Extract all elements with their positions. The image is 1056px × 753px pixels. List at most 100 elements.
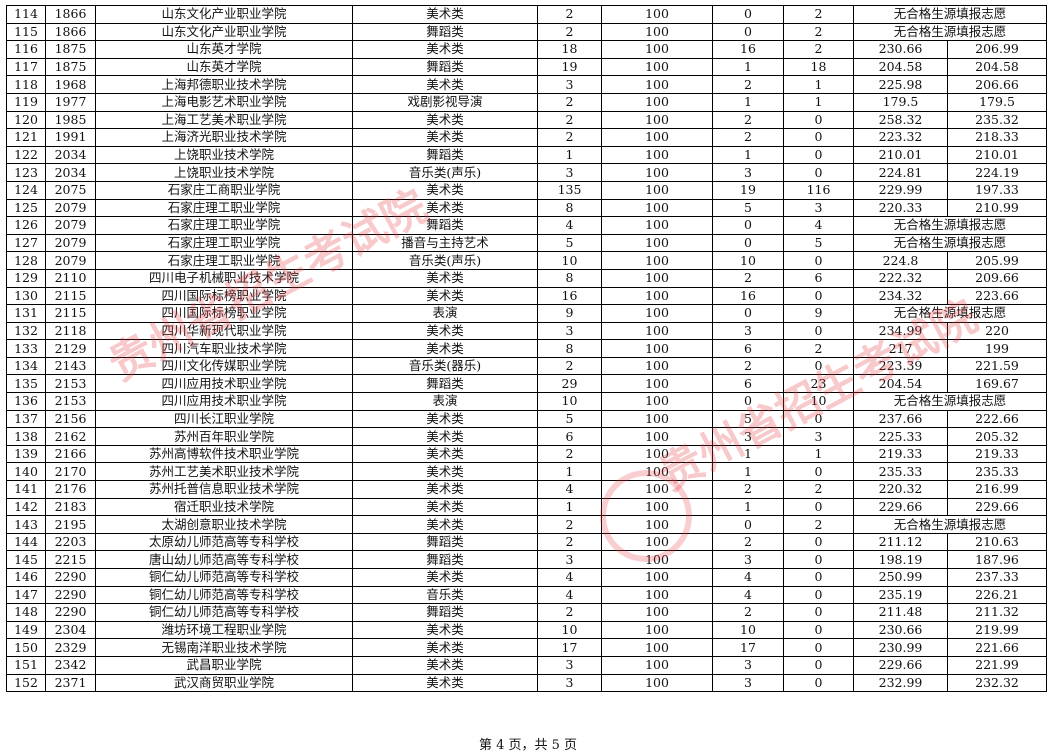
table-row: 118 1968 上海邦德职业技术学院 美术类 3 100 2 1 225.98 206.66	[6, 75, 1048, 94]
table-row: 122 2034 上饶职业技术学院 舞蹈类 1 100 1 0 210.01 210.01	[6, 145, 1048, 165]
category: 美术类	[352, 5, 538, 24]
ratio: 100	[601, 638, 713, 657]
remaining-count: 0	[783, 128, 854, 147]
row-number: 125	[6, 198, 46, 218]
plan-count: 2	[537, 110, 602, 130]
plan-count: 8	[537, 339, 602, 358]
row-number: 151	[6, 655, 46, 675]
school-code: 2079	[45, 216, 96, 235]
remaining-count: 0	[783, 568, 854, 587]
school-name: 上海电影艺术职业学院	[95, 92, 353, 112]
school-name: 四川文化传媒职业学院	[95, 356, 353, 376]
school-code: 2153	[45, 392, 96, 411]
admitted-count: 3	[712, 673, 784, 693]
ratio: 100	[601, 163, 713, 182]
school-code: 1977	[45, 92, 96, 112]
category: 舞蹈类	[352, 374, 538, 394]
max-score: 222.32	[853, 268, 948, 288]
ratio: 100	[601, 444, 713, 464]
school-code: 2153	[45, 374, 96, 394]
admitted-count: 0	[712, 233, 784, 253]
remaining-count: 5	[783, 233, 854, 253]
admitted-count: 5	[712, 198, 784, 218]
ratio: 100	[601, 40, 713, 59]
admitted-count: 1	[712, 145, 784, 165]
row-number: 144	[6, 532, 46, 552]
school-code: 2195	[45, 515, 96, 534]
school-code: 2304	[45, 620, 96, 640]
row-number: 140	[6, 462, 46, 482]
category: 美术类	[352, 497, 538, 517]
school-code: 1875	[45, 57, 96, 77]
school-code: 2118	[45, 321, 96, 341]
table-row: 135 2153 四川应用技术职业学院 舞蹈类 29 100 6 23 204.54 169.67	[6, 374, 1048, 394]
remaining-count: 9	[783, 304, 854, 323]
category: 音乐类(声乐)	[352, 163, 538, 182]
row-number: 137	[6, 409, 46, 429]
min-score: 199	[946, 339, 1048, 358]
admitted-count: 2	[712, 268, 784, 288]
max-score: 204.58	[853, 57, 948, 77]
row-number: 118	[6, 75, 46, 94]
table-row: 136 2153 四川应用技术职业学院 表演 10 100 0 10 无合格生源填报志愿	[6, 392, 1048, 411]
admitted-count: 3	[712, 321, 784, 341]
school-name: 上海济光职业技术学院	[95, 128, 353, 147]
category: 美术类	[352, 409, 538, 429]
admitted-count: 3	[712, 427, 784, 446]
remaining-count: 2	[783, 40, 854, 59]
table-row: 114 1866 山东文化产业职业学院 美术类 2 100 0 2 无合格生源填报志愿	[6, 5, 1048, 24]
admitted-count: 4	[712, 568, 784, 587]
plan-count: 135	[537, 180, 602, 200]
row-number: 152	[6, 673, 46, 693]
max-score: 204.54	[853, 374, 948, 394]
row-number: 120	[6, 110, 46, 130]
ratio: 100	[601, 128, 713, 147]
remaining-count: 0	[783, 497, 854, 517]
plan-count: 4	[537, 480, 602, 499]
school-code: 2156	[45, 409, 96, 429]
school-code: 2166	[45, 444, 96, 464]
ratio: 100	[601, 286, 713, 306]
school-name: 苏州百年职业学院	[95, 427, 353, 446]
school-code: 2342	[45, 655, 96, 675]
table-row: 128 2079 石家庄理工职业学院 音乐类(声乐) 10 100 10 0 224.8 205.…	[6, 251, 1048, 270]
max-score: 235.33	[853, 462, 948, 482]
remaining-count: 1	[783, 92, 854, 112]
table-row: 149 2304 潍坊环境工程职业学院 美术类 10 100 10 0 230.66 219.99	[6, 620, 1048, 640]
category: 戏剧影视导演	[352, 92, 538, 112]
max-score: 230.66	[853, 40, 948, 59]
table-row: 151 2342 武昌职业学院 美术类 3 100 3 0 229.66 221.99	[6, 655, 1048, 675]
remaining-count: 2	[783, 5, 854, 24]
ratio: 100	[601, 673, 713, 693]
remaining-count: 2	[783, 339, 854, 358]
plan-count: 10	[537, 251, 602, 270]
min-score: 219.99	[946, 620, 1048, 640]
min-score: 209.66	[946, 268, 1048, 288]
status-note: 无合格生源填报志愿	[852, 5, 1048, 24]
remaining-count: 3	[783, 427, 854, 446]
max-score: 258.32	[853, 110, 948, 130]
school-code: 2290	[45, 568, 96, 587]
table-row: 141 2176 苏州托普信息职业技术学院 美术类 4 100 2 2 220.32 216.99	[6, 480, 1048, 499]
school-code: 2215	[45, 550, 96, 569]
remaining-count: 0	[783, 110, 854, 130]
school-name: 四川国际标榜职业学院	[95, 304, 353, 323]
school-code: 2290	[45, 603, 96, 622]
admitted-count: 6	[712, 339, 784, 358]
admitted-count: 3	[712, 550, 784, 569]
ratio: 100	[601, 515, 713, 534]
school-name: 武昌职业学院	[95, 655, 353, 675]
school-code: 2329	[45, 638, 96, 657]
school-name: 苏州托普信息职业技术学院	[95, 480, 353, 499]
max-score: 235.19	[853, 585, 948, 605]
plan-count: 3	[537, 673, 602, 693]
min-score: 237.33	[946, 568, 1048, 587]
table-row: 126 2079 石家庄理工职业学院 舞蹈类 4 100 0 4 无合格生源填报志愿	[6, 216, 1048, 235]
row-number: 130	[6, 286, 46, 306]
row-number: 116	[6, 40, 46, 59]
school-name: 太原幼儿师范高等专科学校	[95, 532, 353, 552]
plan-count: 5	[537, 233, 602, 253]
ratio: 100	[601, 497, 713, 517]
max-score: 229.66	[853, 497, 948, 517]
table-row: 115 1866 山东文化产业职业学院 舞蹈类 2 100 0 2 无合格生源填报志愿	[6, 22, 1048, 42]
